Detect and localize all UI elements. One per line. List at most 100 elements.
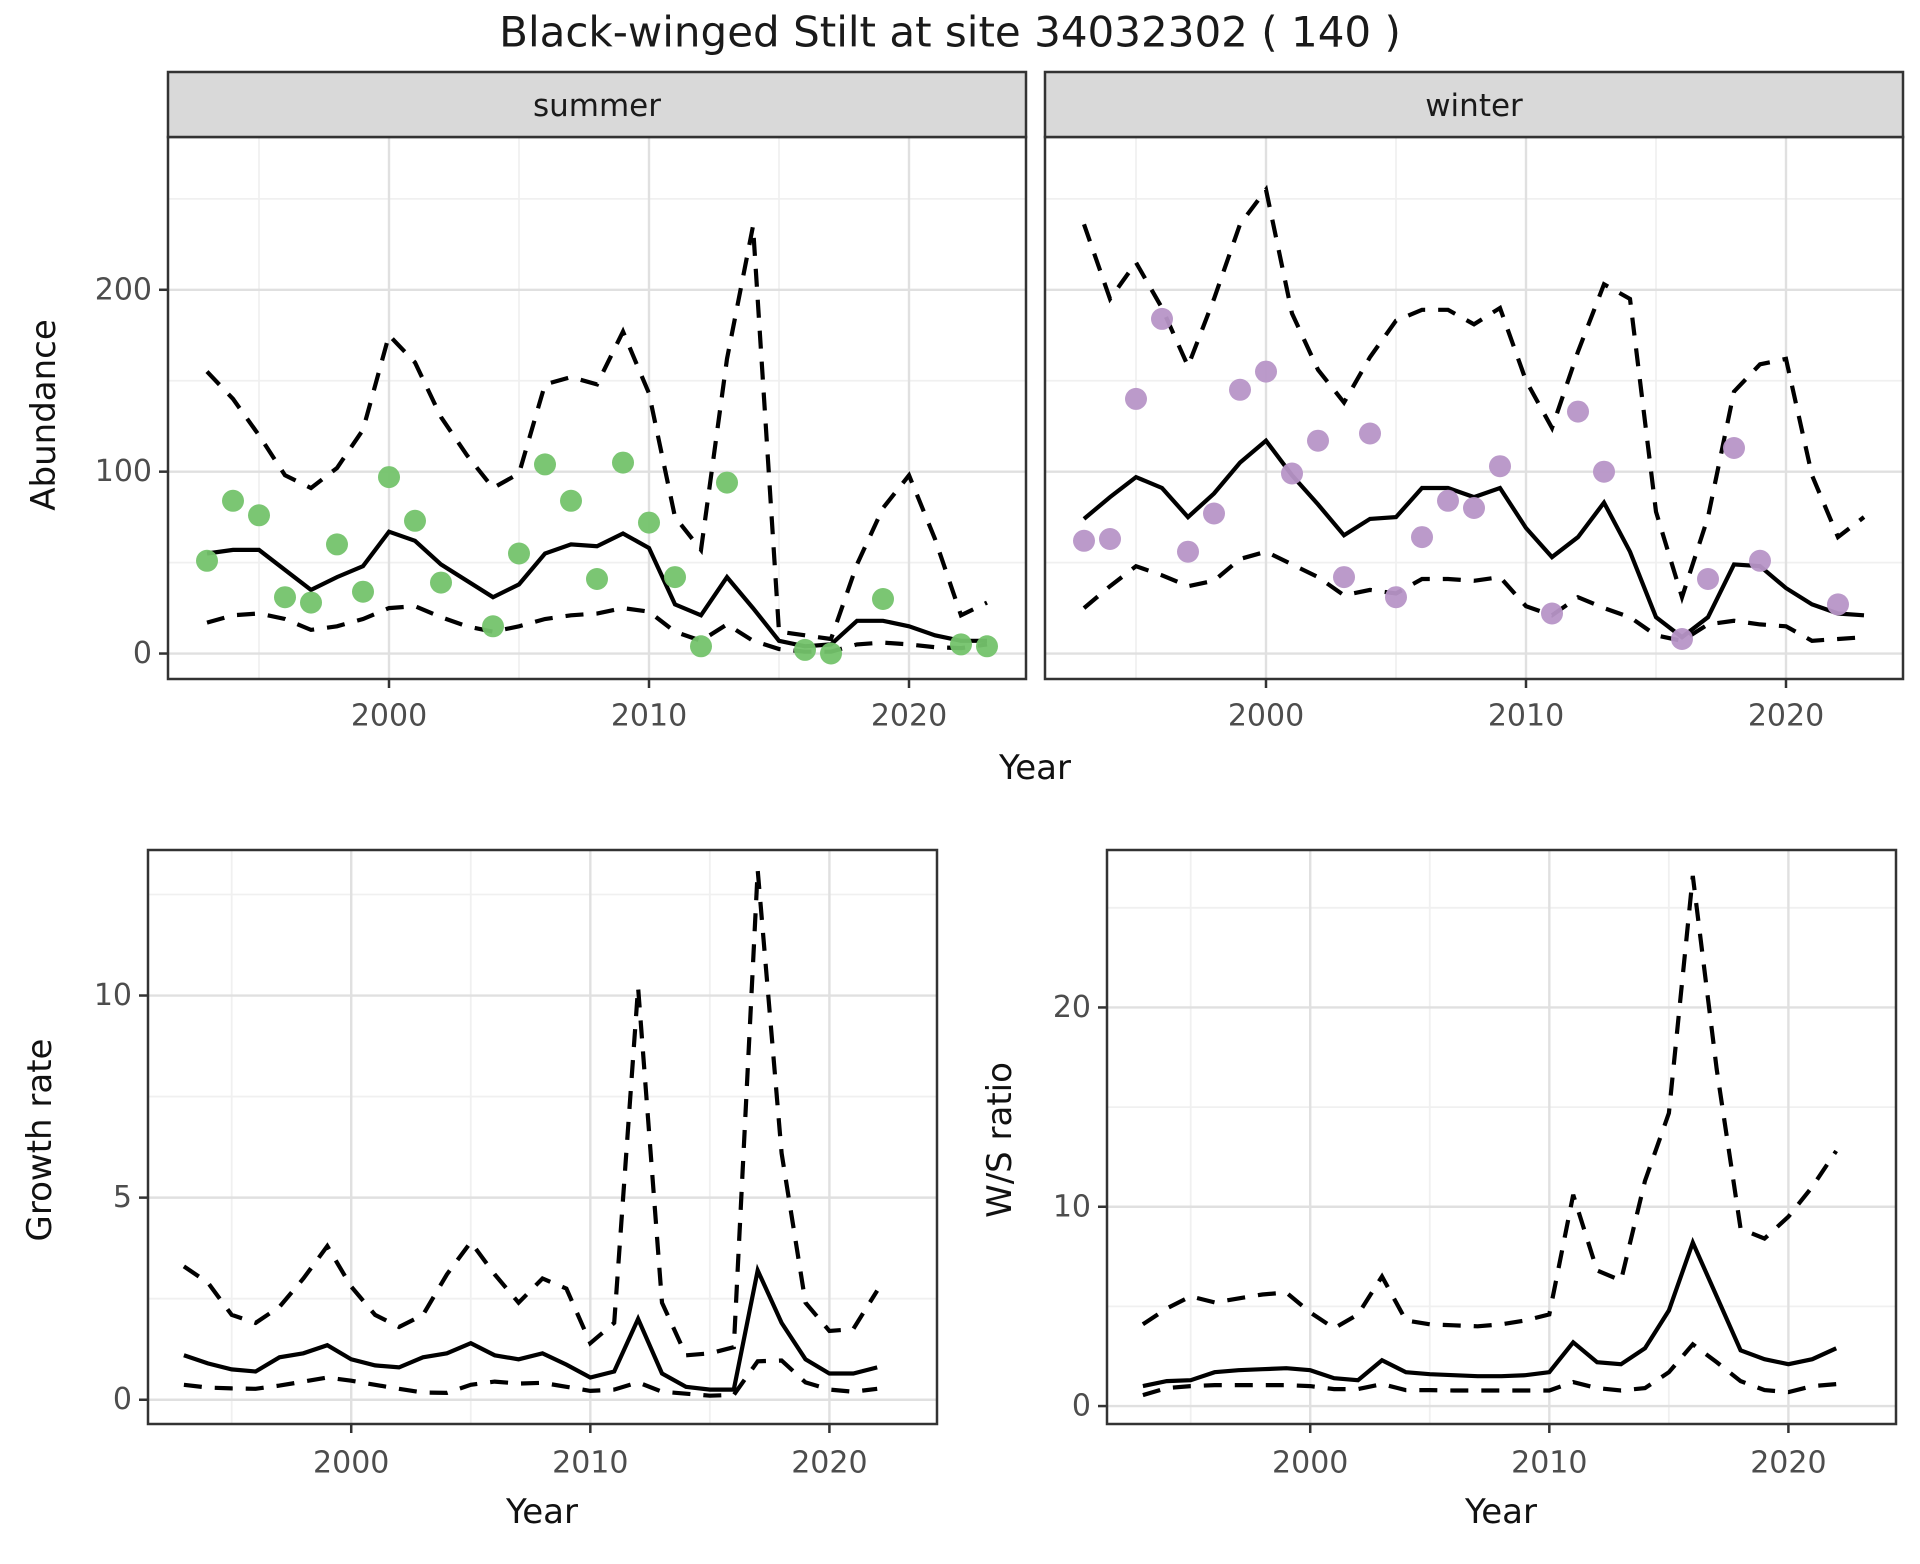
summer-observed-point	[326, 533, 348, 556]
growth-rate-mean-line	[183, 1263, 878, 1392]
winter-upper_ci-line	[1082, 184, 1866, 605]
series-layer	[182, 184, 1866, 1398]
winter-observed-point	[1411, 526, 1433, 549]
w-s-ratio-mean-line	[1142, 1236, 1838, 1389]
winter-observed-point	[1567, 400, 1589, 423]
x-tick-label: 2000	[313, 1446, 389, 1481]
winter-observed-point	[1099, 528, 1121, 550]
summer-observed-point	[430, 571, 452, 594]
x-axis-title-growth: Year	[505, 1492, 578, 1532]
x-axis-title-ratio: Year	[1464, 1492, 1537, 1532]
summer-observed-point	[222, 489, 244, 512]
winter-observed-point	[1541, 602, 1563, 625]
x-tick-label: 2020	[1748, 699, 1824, 734]
summer-observed-point	[586, 568, 608, 590]
summer-observed-point	[404, 509, 426, 532]
y-axis-title-growth-rate: Growth rate	[20, 1039, 60, 1242]
winter-observed-point	[1307, 429, 1329, 452]
y-tick-label: 0	[133, 636, 152, 671]
x-tick-label: 2010	[611, 699, 687, 734]
winter-observed-point	[1125, 387, 1147, 410]
summer-observed-point	[378, 466, 400, 489]
x-tick-label: 2000	[1228, 699, 1304, 734]
summer-observed-point	[352, 580, 374, 603]
summer-observed-point	[300, 591, 322, 614]
summer-observed-point	[196, 549, 218, 572]
panel-frames-layer	[146, 135, 1905, 1426]
panel-border	[146, 848, 939, 1426]
winter-lower_ci-line	[1082, 549, 1865, 644]
winter-observed-point	[1463, 497, 1485, 519]
y-tick-label: 100	[95, 454, 152, 489]
summer-observed-point	[508, 542, 530, 565]
panel-border	[1043, 135, 1905, 681]
winter-observed-point	[1281, 462, 1303, 485]
summer-observed-point	[612, 451, 634, 474]
summer-observed-point	[664, 566, 686, 589]
winter-mean-line	[1082, 437, 1865, 640]
summer-observed-point	[560, 489, 582, 512]
winter-observed-point	[1229, 378, 1251, 401]
summer-observed-point	[274, 586, 296, 609]
summer-upper_ci-line	[205, 225, 988, 642]
x-tick-label: 2020	[1750, 1446, 1826, 1481]
growth-rate-lower_ci-line	[183, 1358, 878, 1398]
winter-observed-point	[1671, 628, 1693, 650]
summer-observed-point	[950, 633, 972, 656]
summer-lower_ci-line	[206, 604, 988, 654]
gridlines-layer	[148, 137, 1903, 1424]
summer-observed-point	[794, 638, 816, 661]
winter-observed-point	[1073, 529, 1095, 552]
x-axis-title-top: Year	[998, 748, 1071, 788]
y-axis-title-abundance: Abundance	[24, 319, 64, 511]
y-tick-label: 10	[94, 978, 132, 1013]
facet-label-winter: winter	[1425, 88, 1523, 124]
w-s-ratio-upper_ci-line	[1141, 875, 1838, 1331]
summer-observed-point	[976, 635, 998, 658]
winter-observed-point	[1827, 593, 1849, 616]
w-s-ratio-lower_ci-line	[1142, 1341, 1837, 1398]
winter-observed-point	[1489, 455, 1511, 478]
winter-observed-point	[1177, 540, 1199, 563]
winter-observed-point	[1697, 568, 1719, 590]
x-tick-label: 2010	[1511, 1446, 1587, 1481]
winter-observed-point	[1385, 586, 1407, 609]
data-points-layer	[196, 307, 1849, 665]
summer-observed-point	[690, 635, 712, 658]
y-axis-title-ws-ratio: W/S ratio	[980, 1062, 1020, 1218]
summer-observed-point	[716, 471, 738, 494]
y-tick-label: 20	[1053, 990, 1091, 1025]
winter-observed-point	[1203, 502, 1225, 525]
facet-strip-winter	[1043, 70, 1905, 139]
x-tick-label: 2000	[351, 699, 427, 734]
y-tick-label: 0	[113, 1382, 132, 1417]
winter-observed-point	[1255, 360, 1277, 383]
panel-border	[1105, 848, 1898, 1426]
x-tick-label: 2010	[1488, 699, 1564, 734]
growth-rate-upper_ci-line	[182, 870, 879, 1358]
x-tick-label: 2000	[1272, 1446, 1348, 1481]
facet-label-summer: summer	[533, 88, 661, 124]
chart-title: Black-winged Stilt at site 34032302 ( 14…	[499, 8, 1401, 57]
summer-observed-point	[872, 588, 894, 610]
winter-observed-point	[1593, 460, 1615, 483]
x-tick-label: 2010	[552, 1446, 628, 1481]
summer-observed-point	[248, 504, 270, 527]
winter-observed-point	[1723, 437, 1745, 459]
summer-mean-line	[206, 529, 987, 649]
axis-ticks-layer	[139, 288, 1790, 1433]
winter-observed-point	[1359, 422, 1381, 445]
y-tick-label: 200	[95, 272, 152, 307]
summer-observed-point	[820, 642, 842, 665]
x-tick-label: 2020	[871, 699, 947, 734]
winter-observed-point	[1749, 549, 1771, 572]
y-tick-label: 0	[1072, 1389, 1091, 1424]
summer-observed-point	[534, 453, 556, 476]
winter-observed-point	[1437, 489, 1459, 512]
winter-observed-point	[1151, 307, 1173, 330]
panel-border	[166, 135, 1028, 681]
summer-observed-point	[638, 511, 660, 534]
